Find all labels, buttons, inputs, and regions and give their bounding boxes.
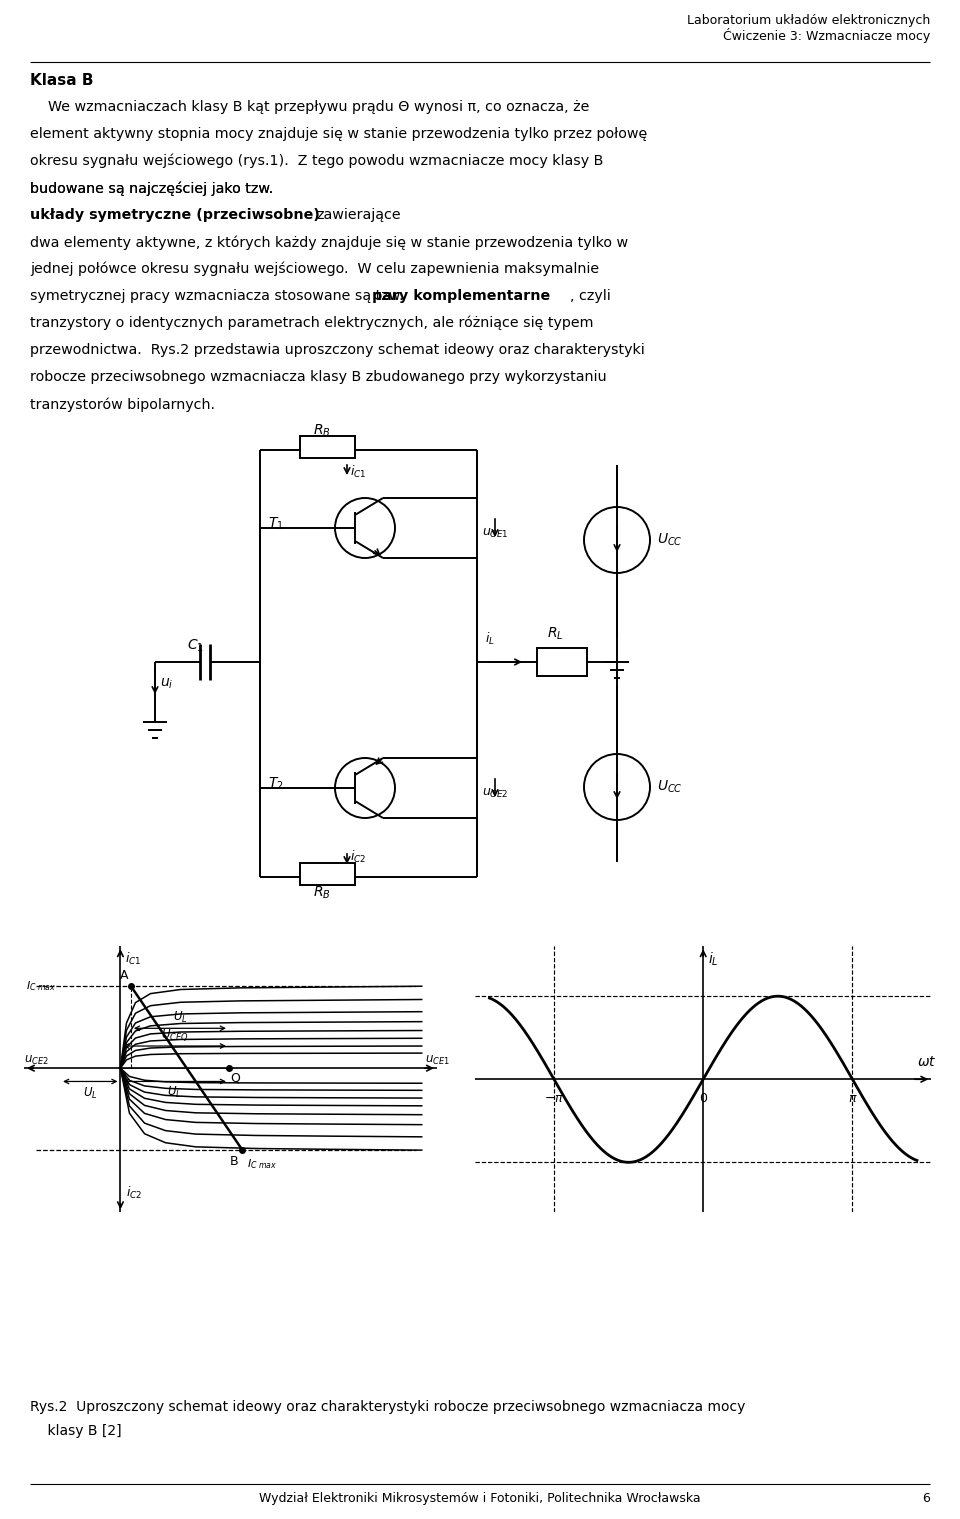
Text: jednej połówce okresu sygnału wejściowego.  W celu zapewnienia maksymalnie: jednej połówce okresu sygnału wejścioweg… bbox=[30, 261, 599, 276]
Text: B: B bbox=[229, 1154, 238, 1168]
Circle shape bbox=[584, 753, 650, 820]
Text: $R_B$: $R_B$ bbox=[313, 422, 331, 439]
Bar bbox=[300, 863, 355, 886]
Text: $U_{CEQ}$: $U_{CEQ}$ bbox=[161, 1027, 188, 1042]
Text: Ćwiczenie 3: Wzmacniacze mocy: Ćwiczenie 3: Wzmacniacze mocy bbox=[723, 27, 930, 43]
Text: $C_1$: $C_1$ bbox=[186, 638, 204, 655]
Text: dwa elementy aktywne, z których każdy znajduje się w stanie przewodzenia tylko w: dwa elementy aktywne, z których każdy zn… bbox=[30, 235, 628, 249]
Text: $T_2$: $T_2$ bbox=[268, 776, 284, 793]
Text: element aktywny stopnia mocy znajduje się w stanie przewodzenia tylko przez poło: element aktywny stopnia mocy znajduje si… bbox=[30, 128, 647, 141]
Text: $\pi$: $\pi$ bbox=[848, 1092, 857, 1104]
Text: $I_{C\ max}$: $I_{C\ max}$ bbox=[247, 1157, 277, 1171]
Text: tranzystory o identycznych parametrach elektrycznych, ale różniące się typem: tranzystory o identycznych parametrach e… bbox=[30, 316, 593, 331]
Text: 6: 6 bbox=[923, 1492, 930, 1505]
Text: $u_{CE2}$: $u_{CE2}$ bbox=[24, 1054, 49, 1066]
Text: Laboratorium układów elektronicznych: Laboratorium układów elektronicznych bbox=[686, 14, 930, 27]
Text: $R_L$: $R_L$ bbox=[547, 626, 564, 643]
Text: $i_L$: $i_L$ bbox=[708, 951, 719, 968]
Text: $U_L$: $U_L$ bbox=[83, 1086, 98, 1101]
Text: $I_{C\ max}$: $I_{C\ max}$ bbox=[26, 980, 56, 993]
Text: przewodnictwa.  Rys.2 przedstawia uproszczony schemat ideowy oraz charakterystyk: przewodnictwa. Rys.2 przedstawia uproszc… bbox=[30, 343, 645, 357]
Text: symetrycznej pracy wzmacniacza stosowane są tzw.: symetrycznej pracy wzmacniacza stosowane… bbox=[30, 289, 413, 302]
Text: $\omega t$: $\omega t$ bbox=[917, 1056, 936, 1069]
Text: $U_{CC}$: $U_{CC}$ bbox=[657, 779, 683, 796]
Text: We wzmacniaczach klasy B kąt przepływu prądu Θ wynosi π, co oznacza, że: We wzmacniaczach klasy B kąt przepływu p… bbox=[30, 100, 589, 114]
Text: $0$: $0$ bbox=[699, 1092, 708, 1104]
Text: budowane są najczęściej jako tzw.: budowane są najczęściej jako tzw. bbox=[30, 181, 282, 196]
Text: okresu sygnału wejściowego (rys.1).  Z tego powodu wzmacniacze mocy klasy B: okresu sygnału wejściowego (rys.1). Z te… bbox=[30, 153, 604, 169]
Text: budowane są najczęściej jako tzw.: budowane są najczęściej jako tzw. bbox=[30, 181, 282, 196]
Text: $U_L$: $U_L$ bbox=[173, 1010, 187, 1025]
Text: Q: Q bbox=[230, 1071, 240, 1085]
Text: $u_{CE1}$: $u_{CE1}$ bbox=[482, 527, 508, 539]
Text: Wydział Elektroniki Mikrosystemów i Fotoniki, Politechnika Wrocławska: Wydział Elektroniki Mikrosystemów i Foto… bbox=[259, 1492, 701, 1505]
Text: A: A bbox=[119, 969, 128, 981]
Text: $i_{C1}$: $i_{C1}$ bbox=[125, 951, 141, 968]
Text: klasy B [2]: klasy B [2] bbox=[30, 1423, 122, 1438]
Text: robocze przeciwsobnego wzmacniacza klasy B zbudowanego przy wykorzystaniu: robocze przeciwsobnego wzmacniacza klasy… bbox=[30, 371, 607, 384]
Text: pary komplementarne: pary komplementarne bbox=[372, 289, 550, 302]
Text: tranzystorów bipolarnych.: tranzystorów bipolarnych. bbox=[30, 396, 215, 412]
Text: Klasa B: Klasa B bbox=[30, 73, 93, 88]
Text: $U_L$: $U_L$ bbox=[167, 1085, 182, 1100]
Circle shape bbox=[584, 507, 650, 573]
Bar bbox=[300, 436, 355, 459]
Text: $i_{C2}$: $i_{C2}$ bbox=[127, 1185, 143, 1200]
Text: Rys.2  Uproszczony schemat ideowy oraz charakterystyki robocze przeciwsobnego wz: Rys.2 Uproszczony schemat ideowy oraz ch… bbox=[30, 1401, 745, 1414]
Text: $R_B$: $R_B$ bbox=[313, 886, 331, 901]
Text: $-\pi$: $-\pi$ bbox=[544, 1092, 564, 1104]
Circle shape bbox=[335, 758, 395, 819]
Text: $u_i$: $u_i$ bbox=[160, 677, 174, 691]
Text: $u_{CE1}$: $u_{CE1}$ bbox=[424, 1054, 449, 1066]
Text: układy symetryczne (przeciwsobne): układy symetryczne (przeciwsobne) bbox=[30, 208, 324, 222]
Text: $T_1$: $T_1$ bbox=[268, 516, 284, 532]
Text: $U_{CC}$: $U_{CC}$ bbox=[657, 532, 683, 548]
Text: $i_L$: $i_L$ bbox=[485, 630, 494, 647]
Text: $u_{CE2}$: $u_{CE2}$ bbox=[482, 787, 508, 799]
Text: $i_{C2}$: $i_{C2}$ bbox=[350, 849, 366, 866]
Text: $i_{C1}$: $i_{C1}$ bbox=[350, 463, 367, 480]
Text: , czyli: , czyli bbox=[570, 289, 611, 302]
Text: zawierające: zawierające bbox=[316, 208, 400, 222]
Circle shape bbox=[335, 498, 395, 557]
Bar bbox=[537, 649, 587, 676]
